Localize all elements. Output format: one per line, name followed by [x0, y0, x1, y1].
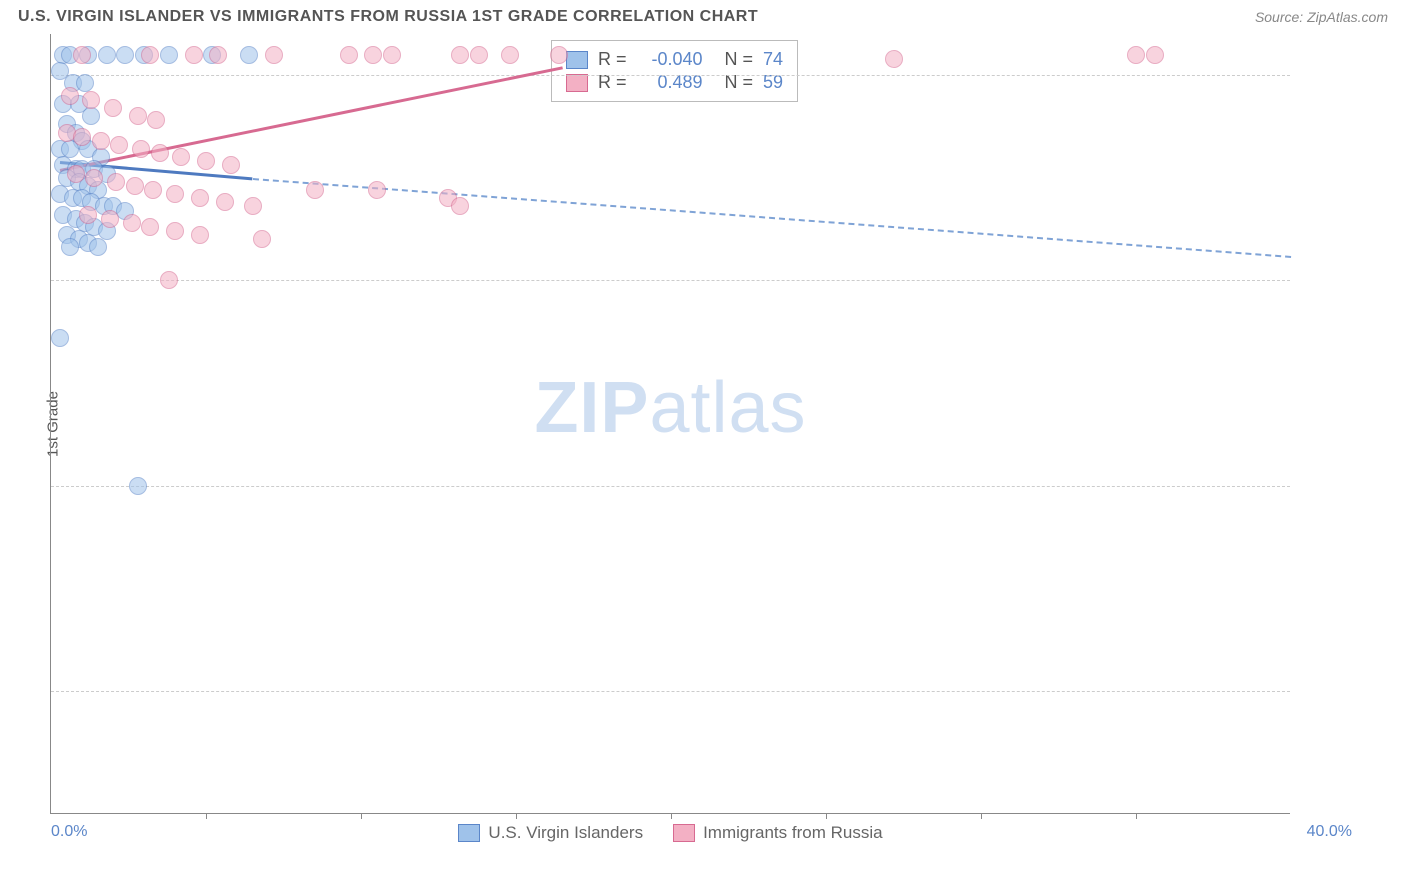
x-axis-max-label: 40.0%: [1307, 823, 1352, 841]
data-point: [172, 148, 190, 166]
data-point: [191, 226, 209, 244]
data-point: [222, 156, 240, 174]
data-point: [550, 46, 568, 64]
gridline: [51, 280, 1290, 281]
data-point: [306, 181, 324, 199]
legend-swatch: [673, 824, 695, 842]
chart-header: U.S. VIRGIN ISLANDER VS IMMIGRANTS FROM …: [0, 0, 1406, 32]
data-point: [89, 238, 107, 256]
data-point: [61, 238, 79, 256]
data-point: [253, 230, 271, 248]
data-point: [340, 46, 358, 64]
data-point: [383, 46, 401, 64]
gridline: [51, 691, 1290, 692]
legend-item: Immigrants from Russia: [673, 823, 882, 843]
data-point: [216, 193, 234, 211]
data-point: [501, 46, 519, 64]
data-point: [141, 46, 159, 64]
data-point: [61, 87, 79, 105]
data-point: [73, 128, 91, 146]
x-tick: [516, 813, 517, 819]
n-label: N =: [725, 49, 754, 70]
x-tick: [1136, 813, 1137, 819]
series-legend: U.S. Virgin Islanders Immigrants from Rus…: [51, 823, 1290, 843]
data-point: [191, 189, 209, 207]
data-point: [51, 329, 69, 347]
data-point: [160, 46, 178, 64]
data-point: [85, 169, 103, 187]
data-point: [132, 140, 150, 158]
data-point: [166, 222, 184, 240]
data-point: [147, 111, 165, 129]
data-point: [151, 144, 169, 162]
x-tick: [671, 813, 672, 819]
data-point: [197, 152, 215, 170]
data-point: [885, 50, 903, 68]
data-point: [82, 91, 100, 109]
data-point: [364, 46, 382, 64]
r-value: -0.040: [637, 49, 703, 70]
data-point: [141, 218, 159, 236]
x-tick: [361, 813, 362, 819]
gridline: [51, 75, 1290, 76]
data-point: [126, 177, 144, 195]
legend-label: Immigrants from Russia: [703, 823, 882, 843]
watermark-part1: ZIP: [534, 368, 649, 448]
data-point: [451, 197, 469, 215]
data-point: [160, 271, 178, 289]
watermark-part2: atlas: [649, 368, 806, 448]
legend-row: R = -0.040 N = 74: [566, 49, 783, 70]
legend-item: U.S. Virgin Islanders: [458, 823, 643, 843]
data-point: [110, 136, 128, 154]
x-tick: [206, 813, 207, 819]
data-point: [73, 46, 91, 64]
data-point: [209, 46, 227, 64]
legend-swatch: [566, 51, 588, 69]
gridline: [51, 486, 1290, 487]
data-point: [265, 46, 283, 64]
data-point: [82, 107, 100, 125]
data-point: [451, 46, 469, 64]
data-point: [129, 107, 147, 125]
chart-title: U.S. VIRGIN ISLANDER VS IMMIGRANTS FROM …: [18, 8, 758, 26]
chart-container: 1st Grade ZIPatlas R =-0.040N =74R =0.48…: [50, 34, 1406, 814]
data-point: [244, 197, 262, 215]
trend-line: [252, 178, 1291, 258]
data-point: [185, 46, 203, 64]
watermark: ZIPatlas: [534, 367, 806, 449]
data-point: [76, 74, 94, 92]
legend-label: U.S. Virgin Islanders: [488, 823, 643, 843]
x-tick: [981, 813, 982, 819]
data-point: [123, 214, 141, 232]
data-point: [240, 46, 258, 64]
x-axis-min-label: 0.0%: [51, 823, 87, 841]
data-point: [107, 173, 125, 191]
data-point: [98, 46, 116, 64]
data-point: [116, 46, 134, 64]
correlation-legend: R =-0.040N =74R =0.489N =59: [551, 40, 798, 102]
data-point: [79, 206, 97, 224]
data-point: [92, 132, 110, 150]
chart-source: Source: ZipAtlas.com: [1255, 9, 1388, 25]
data-point: [104, 99, 122, 117]
r-label: R =: [598, 49, 627, 70]
data-point: [470, 46, 488, 64]
data-point: [67, 165, 85, 183]
scatter-plot: ZIPatlas R =-0.040N =74R =0.489N =59 U.S…: [50, 34, 1290, 814]
legend-swatch: [566, 74, 588, 92]
n-value: 74: [763, 49, 783, 70]
data-point: [368, 181, 386, 199]
data-point: [1127, 46, 1145, 64]
data-point: [144, 181, 162, 199]
data-point: [1146, 46, 1164, 64]
data-point: [166, 185, 184, 203]
x-tick: [826, 813, 827, 819]
data-point: [129, 477, 147, 495]
data-point: [101, 210, 119, 228]
legend-swatch: [458, 824, 480, 842]
